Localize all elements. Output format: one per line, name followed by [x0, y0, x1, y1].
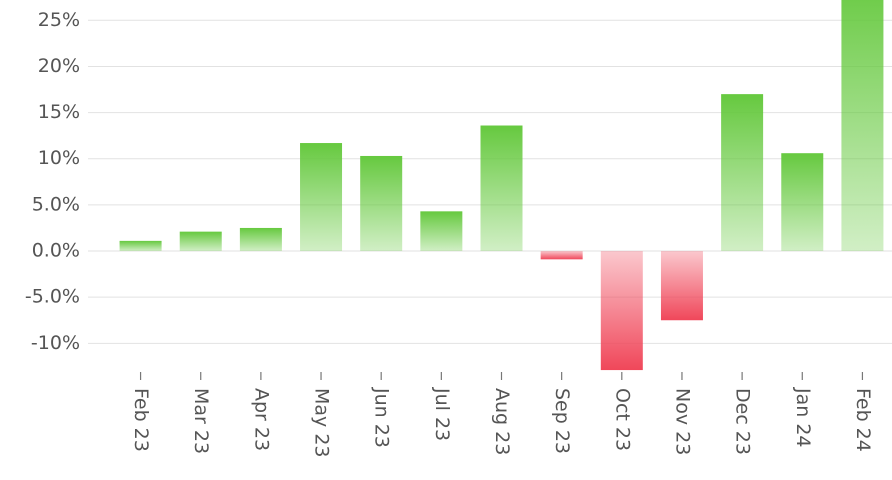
x-tick-label: Jan 24	[792, 387, 814, 448]
y-tick-label: 25%	[38, 9, 80, 31]
labels: -10% -5.0% 0.0% 5.0% 10% 15% 20% 25% Feb 23 Mar 2…	[25, 9, 874, 458]
x-tick-label: Nov 23	[671, 388, 693, 455]
x-tick-label: Jun 23	[371, 387, 393, 448]
x-tick-label: Aug 23	[491, 388, 513, 455]
y-tick-label: -10%	[31, 332, 80, 354]
bar	[239, 227, 282, 252]
x-tick-label: Mar 23	[190, 388, 212, 454]
y-tick-label: 5.0%	[32, 193, 80, 215]
bar	[841, 0, 884, 252]
bar	[600, 251, 643, 371]
y-tick-label: 10%	[38, 147, 80, 169]
y-tick-label: 0.0%	[32, 240, 80, 262]
x-tick-label: Feb 24	[852, 388, 874, 452]
x-tick-label: Dec 23	[732, 388, 754, 455]
bar	[660, 251, 703, 321]
x-tick-label: May 23	[311, 388, 333, 458]
bars	[119, 0, 884, 371]
bar	[721, 94, 764, 252]
x-tick-label: Jul 23	[431, 387, 453, 441]
bar	[360, 155, 403, 252]
bar	[420, 211, 463, 252]
x-tick-label: Oct 23	[611, 388, 633, 451]
x-tick-label: Feb 23	[130, 388, 152, 452]
bar	[300, 143, 343, 252]
bar	[540, 251, 583, 260]
y-tick-label: 15%	[38, 101, 80, 123]
bar	[480, 125, 523, 252]
x-tick-label: Apr 23	[250, 388, 272, 451]
y-tick-label: 20%	[38, 55, 80, 77]
y-tick-label: -5.0%	[25, 286, 80, 308]
x-tick-label: Sep 23	[551, 388, 573, 454]
bar	[179, 231, 222, 252]
bar	[781, 153, 824, 252]
bar	[119, 240, 162, 252]
